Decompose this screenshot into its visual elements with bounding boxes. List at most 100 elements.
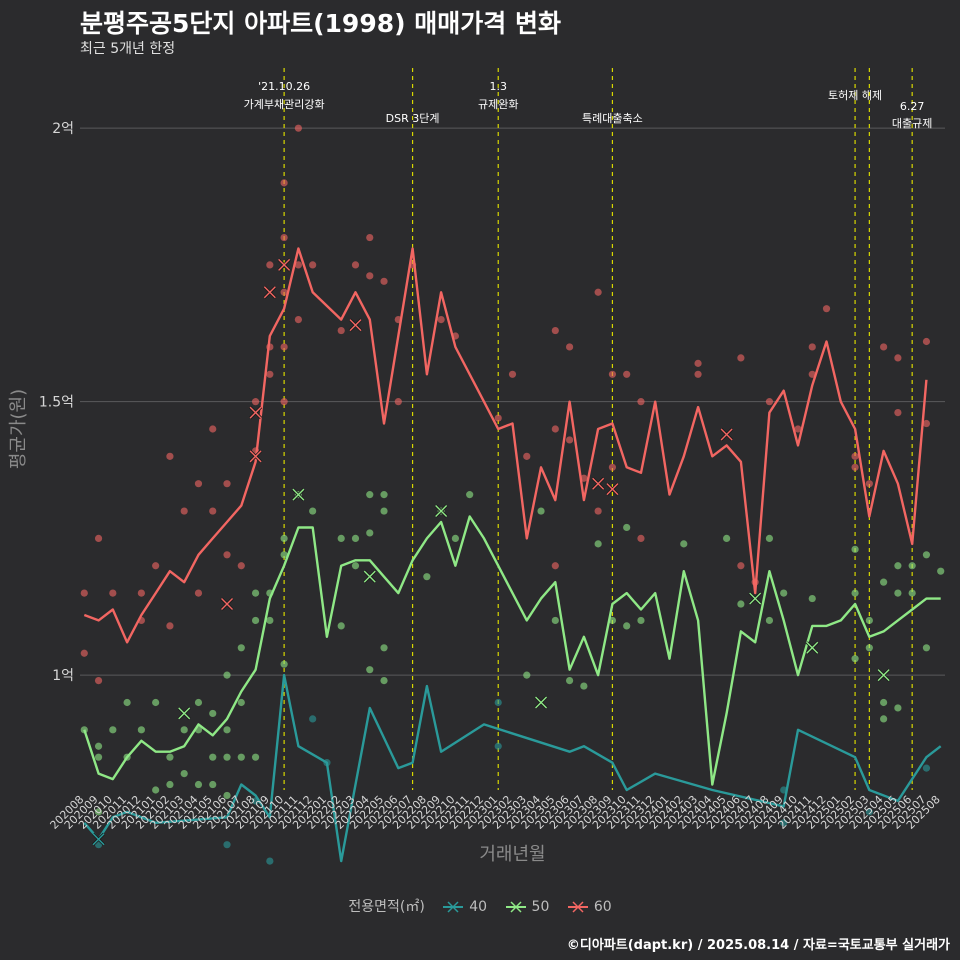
data-point [551, 616, 559, 625]
data-point [123, 698, 131, 707]
data-point [694, 359, 702, 367]
data-point [822, 305, 831, 313]
cross-marker [292, 488, 305, 501]
data-point [180, 726, 188, 734]
data-point [765, 616, 774, 625]
data-point [280, 551, 288, 559]
data-point [152, 698, 160, 707]
data-point [351, 562, 360, 570]
event-label: DSR 3단계 [386, 112, 440, 125]
data-point [280, 660, 288, 668]
data-point [908, 589, 916, 597]
data-point [894, 408, 902, 417]
data-point [494, 742, 502, 750]
data-point [223, 841, 231, 849]
event-label: 규제완화 [478, 98, 518, 111]
data-point [880, 715, 888, 723]
data-point [223, 480, 231, 488]
data-point [794, 425, 802, 433]
data-point [280, 179, 288, 187]
data-point [865, 808, 873, 816]
data-point [251, 589, 260, 597]
series-line-60 [83, 247, 928, 644]
data-point [594, 288, 602, 296]
data-point [80, 649, 88, 657]
data-point [209, 753, 217, 761]
cross-marker [278, 258, 291, 271]
data-point [565, 343, 574, 351]
data-point [351, 261, 360, 269]
cross-marker [349, 319, 362, 332]
cross-marker [806, 641, 819, 654]
data-point [551, 562, 559, 570]
legend-title: 전용면적(㎡) [348, 899, 425, 915]
cross-marker [221, 598, 234, 611]
data-point [851, 589, 859, 597]
data-point [765, 534, 774, 542]
data-point [94, 677, 103, 685]
data-point [266, 370, 274, 378]
data-point [209, 709, 217, 718]
data-point [894, 562, 902, 570]
data-point [694, 370, 702, 378]
data-point [237, 698, 245, 707]
data-point [551, 425, 559, 433]
legend-label-40: 40 [469, 899, 488, 915]
cross-marker [249, 450, 262, 463]
data-point [737, 600, 745, 608]
data-point [394, 398, 402, 406]
data-point [737, 354, 745, 362]
data-point [451, 534, 460, 542]
data-point [166, 753, 174, 761]
cross-marker [435, 505, 448, 518]
data-point [223, 791, 231, 800]
data-point [565, 436, 574, 444]
data-point [423, 573, 431, 581]
data-point [309, 507, 317, 515]
data-point [908, 562, 916, 570]
data-point [594, 540, 602, 548]
data-point [337, 534, 345, 542]
data-point [280, 288, 288, 296]
data-point [680, 540, 688, 548]
data-point [223, 726, 231, 734]
data-point [280, 534, 288, 542]
data-point [894, 704, 902, 712]
cross-marker [535, 696, 548, 709]
data-point [922, 764, 931, 772]
data-point [637, 398, 645, 406]
data-point [237, 644, 245, 652]
legend-key-40 [443, 901, 464, 913]
data-point [266, 616, 274, 625]
data-point [309, 261, 317, 269]
data-point [851, 655, 859, 663]
data-point [523, 452, 531, 460]
legend-label-50: 50 [531, 899, 550, 915]
y-tick-label: 1.5억 [39, 395, 74, 411]
data-point [166, 780, 174, 789]
data-point [166, 452, 174, 460]
series-line-50 [83, 515, 941, 786]
legend-item-40: 40 [441, 899, 487, 915]
data-point [594, 507, 602, 515]
data-point [251, 753, 260, 761]
cross-marker [606, 483, 619, 496]
data-point [366, 272, 374, 280]
data-point [880, 578, 888, 586]
data-point [937, 567, 945, 575]
data-point [808, 594, 816, 603]
data-point [280, 233, 288, 242]
legend-key-60 [567, 901, 588, 913]
data-point [780, 589, 788, 597]
event-date-label: '21.10.26 [258, 80, 310, 93]
data-point [565, 677, 574, 685]
data-point [337, 622, 345, 630]
data-point [223, 671, 231, 679]
cross-marker [749, 592, 762, 605]
event-label: 대출규제 [892, 117, 932, 130]
event-label: 가계부채관리강화 [244, 98, 325, 111]
data-point [109, 589, 117, 597]
data-point [80, 589, 88, 597]
chart-title: 분평주공5단지 아파트(1998) 매매가격 변화 [80, 9, 561, 38]
data-point [209, 780, 217, 789]
